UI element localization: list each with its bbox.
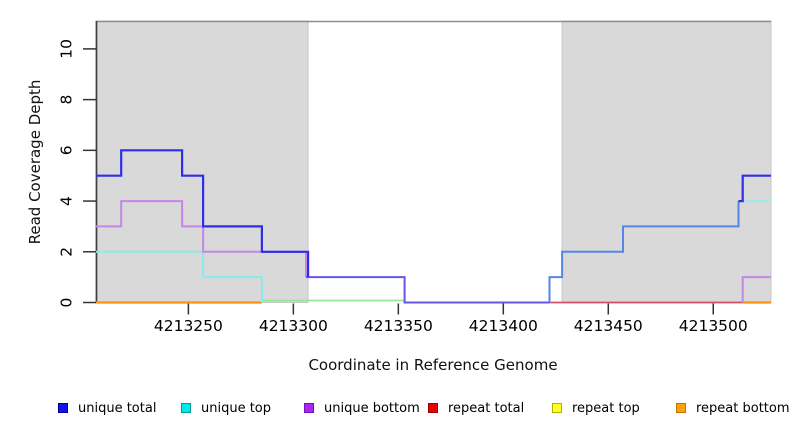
x-tick-label: 4213300 [259,317,328,335]
x-tick-label: 4213450 [574,317,643,335]
x-tick-label: 4213350 [364,317,433,335]
series-segment-unique-top-left [96,250,263,303]
y-tick-label: 10 [57,39,75,59]
repeat-region-left [95,20,309,303]
legend-item-repeat-top: repeat top [552,400,640,416]
y-tick-label: 2 [57,247,75,257]
series-segment-unique-total-right [738,174,771,203]
y-tick-label: 4 [57,196,75,206]
legend-label: unique bottom [324,400,420,416]
legend-swatch-icon [676,403,686,413]
legend-label: unique total [78,400,157,416]
y-tick-label: 0 [57,298,75,308]
series-segment-unique-total-top-overlap-right [548,201,740,303]
legend-swatch-icon [58,403,68,413]
legend-swatch-icon [428,403,438,413]
y-tick-label: 6 [57,145,75,155]
legend-item-repeat-bottom: repeat bottom [676,400,790,416]
legend-swatch-icon [181,403,191,413]
series-segment-unique-bottom-right [741,276,771,303]
legend-swatch-icon [304,403,314,413]
legend-swatch-icon [552,403,562,413]
legend-item-unique-top: unique top [181,400,271,416]
series-segment-unique-total-left [96,149,310,278]
x-tick-label: 4213400 [469,317,538,335]
legend-item-repeat-total: repeat total [428,400,524,416]
legend-item-unique-bottom: unique bottom [304,400,420,416]
legend-item-unique-total: unique total [58,400,156,416]
y-tick-label: 8 [57,95,75,105]
legend-label: repeat total [448,400,525,416]
legend-label: unique top [201,400,272,416]
legend-label: repeat top [572,400,640,416]
x-tick-label: 4213250 [154,317,223,335]
y-axis-title: Read Coverage Depth [26,79,44,245]
repeat-region-right [561,20,772,303]
legend-label: repeat bottom [696,400,790,416]
x-tick-label: 4213500 [679,317,748,335]
x-axis-title: Coordinate in Reference Genome [308,356,558,374]
series-segment-unique-total-bottom-overlap-mid [306,276,550,304]
